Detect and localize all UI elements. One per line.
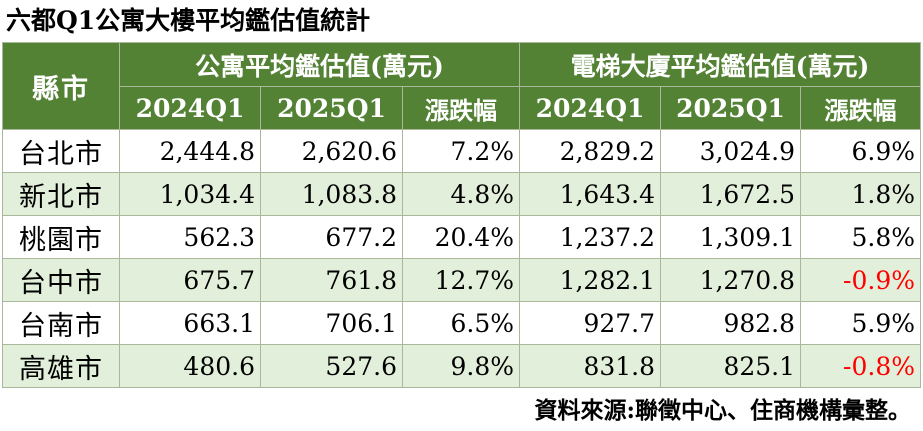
elev-change-cell: 5.9% [800,301,922,345]
apt-2024-cell: 2,444.8 [119,129,261,173]
city-cell: 桃園市 [2,215,120,259]
elev-2025-cell: 1,309.1 [660,215,802,259]
elev-change-cell: 6.9% [800,129,922,173]
apt-2025-cell: 2,620.6 [260,129,403,173]
apt-change-header: 漲跌幅 [401,86,521,130]
elev-change-cell: -0.8% [800,344,922,388]
apt-change-cell: 7.2% [401,129,521,173]
apt-2024-cell: 675.7 [119,258,261,302]
apt-change-cell: 20.4% [401,215,521,259]
elev-change-header: 漲跌幅 [800,86,922,130]
header-row-periods: 2024Q1 2025Q1 漲跌幅 2024Q1 2025Q1 漲跌幅 [3,86,922,130]
city-column-header: 縣市 [2,42,120,130]
table-row: 台南市 663.1 706.1 6.5% 927.7 982.8 5.9% [2,301,922,345]
elev-2024-cell: 1,643.4 [519,172,662,216]
apt-2024-cell: 1,034.4 [119,172,261,216]
table-row: 桃園市 562.3 677.2 20.4% 1,237.2 1,309.1 5.… [2,215,922,259]
source-note: 資料來源:聯徵中心、住商機構彙整。 [534,397,912,424]
apt-2024q1-header: 2024Q1 [119,86,261,130]
elev-change-cell: 1.8% [800,172,922,216]
city-cell: 台中市 [2,258,120,302]
apt-change-cell: 12.7% [401,258,521,302]
city-cell: 台南市 [2,301,120,345]
elev-2025-cell: 982.8 [660,301,802,345]
elev-2024-cell: 831.8 [519,344,662,388]
city-cell: 台北市 [2,129,120,173]
elev-2024q1-header: 2024Q1 [519,86,662,130]
elev-2024-cell: 2,829.2 [519,129,662,173]
valuation-table: 縣市 公寓平均鑑估值(萬元) 電梯大廈平均鑑估值(萬元) 2024Q1 2025… [2,42,922,388]
elev-2025-cell: 1,672.5 [660,172,802,216]
apt-2024-cell: 562.3 [119,215,261,259]
apt-change-cell: 4.8% [401,172,521,216]
table-row: 高雄市 480.6 527.6 9.8% 831.8 825.1 -0.8% [2,344,922,388]
elev-2024-cell: 1,282.1 [519,258,662,302]
apt-2025-cell: 677.2 [260,215,403,259]
elevator-building-group-header: 電梯大廈平均鑑估值(萬元) [519,42,922,87]
elev-2025-cell: 825.1 [660,344,802,388]
apt-2025-cell: 527.6 [260,344,403,388]
page-title: 六都Q1公寓大樓平均鑑估值統計 [6,6,371,35]
table-row: 台中市 675.7 761.8 12.7% 1,282.1 1,270.8 -0… [2,258,922,302]
apt-2024-cell: 663.1 [119,301,261,345]
apt-2025-cell: 1,083.8 [260,172,403,216]
apartment-group-header: 公寓平均鑑估值(萬元) [118,42,521,87]
elev-2024-cell: 1,237.2 [519,215,662,259]
elev-change-cell: -0.9% [800,258,922,302]
header-row-groups: 縣市 公寓平均鑑估值(萬元) 電梯大廈平均鑑估值(萬元) [2,42,922,130]
elev-2025-cell: 3,024.9 [660,129,802,173]
apt-2024-cell: 480.6 [119,344,261,388]
apt-change-cell: 9.8% [401,344,521,388]
elev-2025-cell: 1,270.8 [660,258,802,302]
apt-2025-cell: 706.1 [260,301,403,345]
table-row: 新北市 1,034.4 1,083.8 4.8% 1,643.4 1,672.5… [2,172,922,216]
table-row: 台北市 2,444.8 2,620.6 7.2% 2,829.2 3,024.9… [2,129,922,173]
city-cell: 高雄市 [2,344,120,388]
apt-2025-cell: 761.8 [260,258,403,302]
city-cell: 新北市 [2,172,120,216]
elev-change-cell: 5.8% [800,215,922,259]
elev-2024-cell: 927.7 [519,301,662,345]
apt-2025q1-header: 2025Q1 [260,86,403,130]
apt-change-cell: 6.5% [401,301,521,345]
elev-2025q1-header: 2025Q1 [660,86,802,130]
